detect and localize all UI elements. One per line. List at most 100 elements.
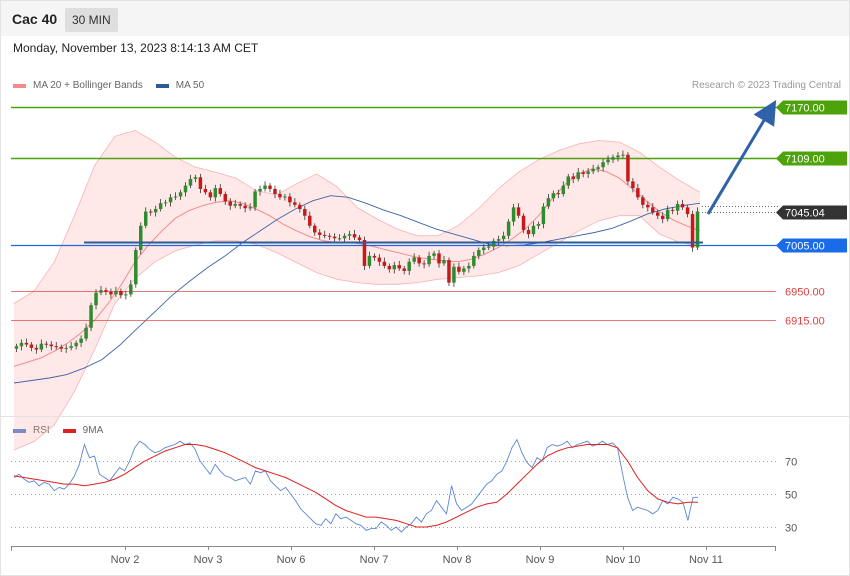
candle-body	[24, 342, 29, 345]
candle	[168, 193, 173, 207]
rsi-series-rsi	[13, 438, 698, 533]
candle-body	[218, 188, 223, 194]
candle-body	[178, 192, 183, 197]
candle-body	[233, 204, 237, 206]
candle-body	[173, 196, 178, 198]
candle	[109, 288, 113, 299]
candle	[134, 247, 138, 288]
level-tag-bg	[776, 238, 847, 253]
candle	[616, 152, 620, 162]
candle-body	[581, 172, 585, 174]
candle	[402, 265, 406, 275]
candle	[680, 199, 685, 210]
last-price-tag-bg	[776, 205, 847, 220]
candle-body	[467, 265, 471, 269]
level-tag-label: 7170.00	[785, 103, 825, 115]
candle-body	[49, 344, 54, 347]
candle-body	[223, 193, 228, 202]
candle-body	[566, 176, 571, 186]
level-tag-7109.00: 7109.00	[776, 151, 847, 166]
candle-body	[308, 215, 312, 226]
candle	[337, 234, 342, 241]
candle-body	[695, 211, 700, 248]
rsi-tick-label: 30	[785, 523, 797, 535]
candle	[695, 207, 700, 251]
candle-body	[109, 291, 113, 295]
candle	[89, 302, 93, 332]
candle-body	[506, 221, 511, 236]
candle	[491, 238, 496, 251]
candle	[332, 233, 337, 243]
candle	[203, 184, 208, 195]
legend-swatch-rsi	[13, 428, 26, 433]
candle-body	[158, 203, 163, 210]
candle	[278, 189, 282, 200]
candle-body	[317, 232, 322, 235]
candle-body	[576, 172, 580, 179]
candle-body	[651, 207, 655, 213]
candle	[248, 203, 252, 211]
candle-body	[452, 266, 456, 283]
ma50-line	[13, 195, 701, 384]
candle	[422, 260, 426, 269]
candle-body	[134, 250, 138, 285]
candle	[198, 173, 203, 194]
candle	[74, 340, 78, 350]
candle	[472, 251, 476, 269]
level-tag-bg	[776, 151, 847, 166]
candle-body	[208, 192, 213, 198]
candle-body	[84, 327, 88, 339]
candle	[546, 193, 551, 210]
candle-body	[377, 257, 382, 262]
candle	[94, 289, 98, 310]
candle-body	[491, 240, 496, 247]
candle-body	[372, 255, 377, 258]
candle	[521, 213, 526, 234]
candle-body	[685, 207, 690, 215]
candle-body	[29, 344, 34, 348]
candle	[233, 199, 237, 209]
candle-body	[472, 255, 476, 266]
candle	[541, 203, 546, 229]
candle	[397, 260, 401, 271]
candle	[442, 255, 446, 266]
candle-body	[656, 212, 660, 216]
candle	[665, 205, 670, 222]
candle	[64, 344, 68, 353]
candle	[675, 200, 680, 215]
candle	[59, 344, 63, 353]
instrument-title: Cac 40	[12, 11, 58, 27]
candle	[412, 253, 416, 265]
timeframe-button[interactable]: 30 MIN	[65, 8, 118, 32]
legend-item-ma50: MA 50	[155, 80, 204, 91]
candle-body	[342, 235, 347, 239]
candle	[377, 254, 382, 266]
bollinger-upper-line	[13, 129, 701, 304]
candle	[407, 258, 411, 276]
candle	[69, 342, 73, 351]
candle	[501, 231, 506, 242]
candle-body	[193, 177, 198, 179]
candle	[417, 255, 421, 267]
candle-body	[665, 209, 670, 220]
candle	[511, 204, 516, 226]
legend-item-rsi: RSI	[13, 425, 50, 436]
candle-body	[188, 178, 193, 186]
rsi-series-9ma	[13, 444, 698, 528]
candle-body	[660, 215, 665, 220]
candle	[129, 280, 133, 297]
candle-body	[526, 229, 531, 235]
candle	[670, 207, 675, 215]
candle-body	[496, 239, 501, 241]
candle	[173, 192, 178, 200]
candle-body	[352, 234, 357, 238]
candle	[178, 189, 183, 200]
candle-body	[407, 261, 411, 271]
candle-body	[357, 237, 362, 240]
candle-body	[636, 188, 640, 198]
candle-body	[551, 193, 556, 199]
candle-body	[611, 157, 615, 160]
candle	[656, 209, 660, 220]
candle-body	[437, 253, 441, 264]
candle	[79, 335, 83, 348]
